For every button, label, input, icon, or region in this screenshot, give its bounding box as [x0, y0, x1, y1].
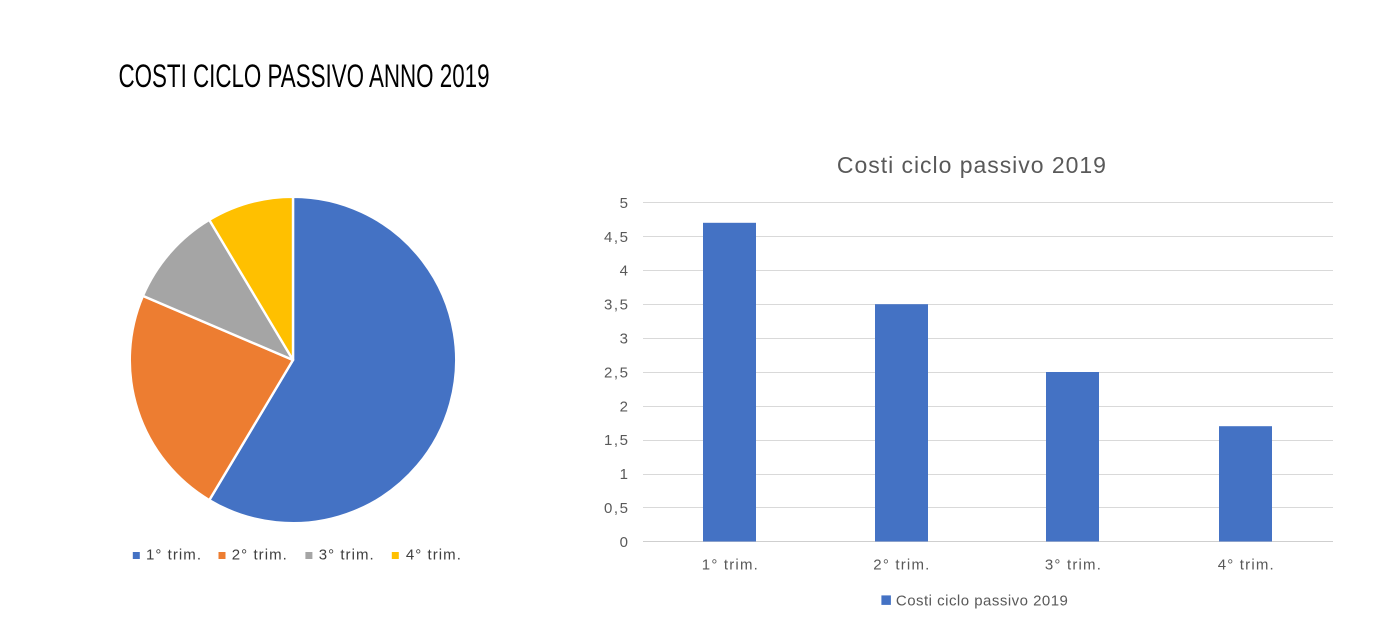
svg-text:5: 5: [620, 195, 628, 212]
svg-text:Costi ciclo passivo 2019: Costi ciclo passivo 2019: [837, 152, 1106, 178]
svg-text:3° trim.: 3° trim.: [1045, 557, 1101, 574]
svg-text:3,5: 3,5: [604, 297, 628, 314]
svg-text:2° trim.: 2° trim.: [232, 547, 287, 564]
svg-text:3° trim.: 3° trim.: [319, 547, 374, 564]
svg-text:3: 3: [620, 331, 628, 348]
svg-text:1: 1: [620, 466, 628, 483]
svg-text:2: 2: [620, 398, 628, 415]
svg-text:0: 0: [620, 534, 628, 551]
svg-text:1,5: 1,5: [604, 432, 628, 449]
svg-text:1° trim.: 1° trim.: [702, 557, 758, 574]
svg-text:4° trim.: 4° trim.: [1218, 557, 1274, 574]
svg-text:4: 4: [620, 263, 628, 280]
svg-text:4,5: 4,5: [604, 229, 628, 246]
svg-text:2,5: 2,5: [604, 364, 628, 381]
svg-text:1° trim.: 1° trim.: [146, 547, 201, 564]
svg-text:Costi ciclo passivo 2019: Costi ciclo passivo 2019: [896, 593, 1068, 610]
svg-text:2° trim.: 2° trim.: [873, 557, 929, 574]
svg-text:4° trim.: 4° trim.: [406, 547, 461, 564]
svg-text:COSTI CICLO PASSIVO ANNO 2019: COSTI CICLO PASSIVO ANNO 2019: [119, 58, 490, 94]
svg-text:0,5: 0,5: [604, 500, 628, 517]
